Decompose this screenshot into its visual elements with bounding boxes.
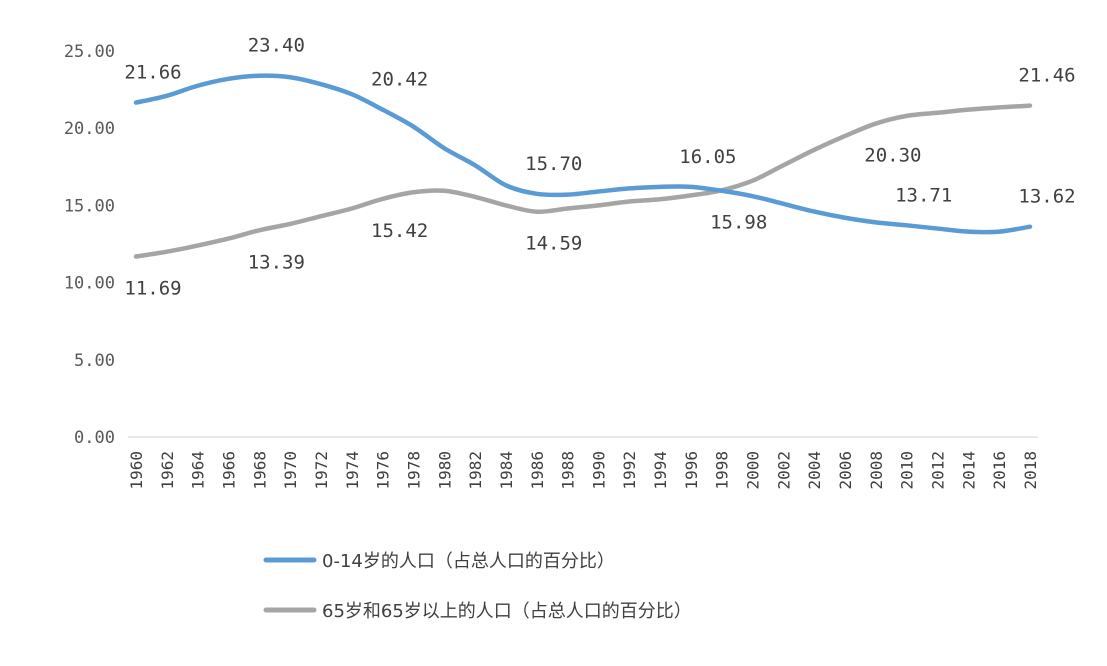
x-tick-label: 1974 (343, 451, 362, 490)
x-tick-label: 2006 (836, 451, 855, 490)
x-tick-label: 1992 (620, 451, 639, 490)
x-tick-label: 2004 (805, 451, 824, 490)
x-tick-label: 2000 (744, 451, 763, 490)
x-tick-label: 1998 (713, 451, 732, 490)
x-tick-label: 1972 (312, 451, 331, 490)
x-tick-label: 1996 (682, 451, 701, 490)
legend-label: 0-14岁的人口（占总人口的百分比） (322, 551, 615, 572)
x-tick-label: 1962 (158, 451, 177, 490)
data-label: 16.05 (679, 146, 736, 168)
y-tick-label: 25.00 (64, 42, 115, 62)
x-tick-label: 1990 (589, 451, 608, 490)
data-label: 13.39 (248, 251, 305, 273)
x-axis: 1960 1962 1964 1966 1968 1970 1972 1974 1976 1978… (127, 436, 1040, 490)
x-tick-label: 1984 (497, 451, 516, 490)
series-line-0 (133, 73, 1033, 235)
data-label: 21.46 (1018, 65, 1075, 87)
data-label: 13.62 (1018, 186, 1075, 208)
y-tick-label: 15.00 (64, 196, 115, 216)
x-tick-label: 1978 (404, 451, 423, 490)
series-line-1 (133, 103, 1033, 259)
x-tick-label: 1994 (651, 451, 670, 490)
x-tick-label: 2014 (959, 451, 978, 490)
x-tick-label: 1968 (250, 451, 269, 490)
legend-label: 65岁和65岁以上的人口（占总人口的百分比） (322, 601, 692, 622)
data-label: 11.69 (124, 278, 181, 300)
x-tick-label: 1964 (189, 451, 208, 490)
y-tick-label: 5.00 (74, 351, 115, 371)
x-tick-label: 2010 (898, 451, 917, 490)
legend: 0-14岁的人口（占总人口的百分比） 65岁和65岁以上的人口（占总人口的百分比） (263, 551, 692, 622)
y-tick-label: 0.00 (74, 428, 115, 448)
data-label: 15.42 (371, 220, 428, 242)
data-label: 15.70 (525, 153, 582, 175)
x-tick-label: 2002 (774, 451, 793, 490)
data-label: 14.59 (525, 233, 582, 255)
data-label: 15.98 (710, 211, 767, 233)
x-tick-label: 1988 (559, 451, 578, 490)
data-label: 20.42 (371, 69, 428, 91)
y-axis: 0.00 5.00 10.00 15.00 20.00 25.00 (64, 42, 115, 448)
y-tick-label: 10.00 (64, 274, 115, 294)
x-tick-label: 2008 (867, 451, 886, 490)
plot-area (133, 73, 1033, 259)
data-label: 21.66 (124, 62, 181, 84)
x-tick-label: 1960 (127, 451, 146, 490)
x-tick-label: 1970 (281, 451, 300, 490)
x-tick-label: 1986 (528, 451, 547, 490)
x-tick-label: 2018 (1021, 451, 1040, 490)
x-tick-label: 1976 (374, 451, 393, 490)
y-tick-label: 20.00 (64, 119, 115, 139)
x-tick-label: 1980 (435, 451, 454, 490)
data-label: 13.71 (895, 184, 952, 206)
data-labels: 21.66 23.40 20.42 15.70 16.05 13.71 13.62 11.69… (124, 35, 1075, 300)
x-tick-label: 1982 (466, 451, 485, 490)
x-tick-label: 2012 (929, 451, 948, 490)
data-label: 23.40 (248, 35, 305, 57)
data-label: 20.30 (864, 145, 921, 167)
x-tick-label: 1966 (219, 451, 238, 490)
x-tick-label: 2016 (990, 451, 1009, 490)
